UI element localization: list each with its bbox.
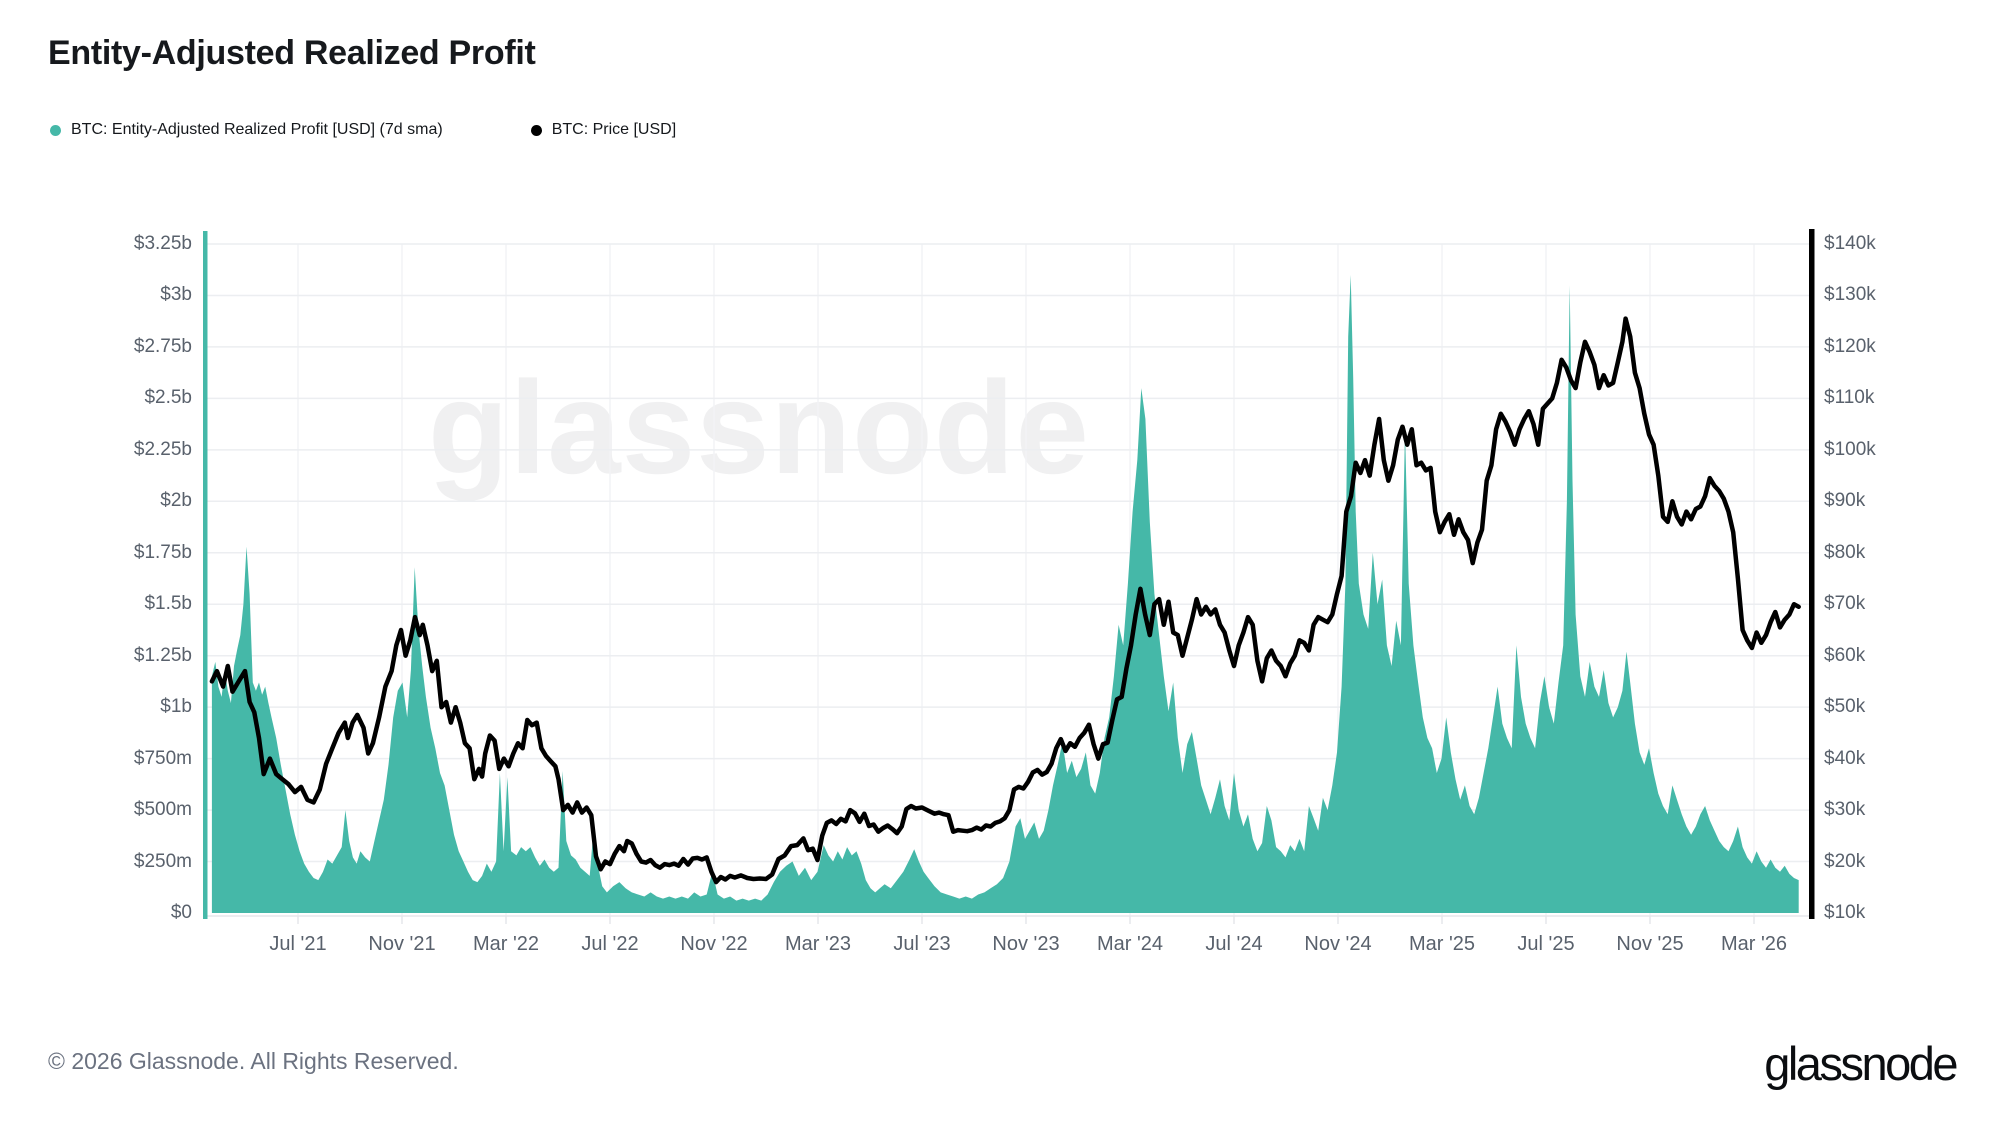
right-axis-tick-label: $130k: [1824, 284, 1876, 306]
left-axis-tick-label: $1b: [160, 696, 192, 718]
left-axis-tick-label: $2.5b: [144, 387, 192, 409]
glassnode-logo: glassnode: [1764, 1037, 1958, 1090]
legend-item-realized-profit[interactable]: BTC: Entity-Adjusted Realized Profit [US…: [50, 121, 443, 139]
right-axis-bar: [1809, 229, 1815, 919]
legend-label-price: BTC: Price [USD]: [551, 121, 677, 138]
x-axis-tick-label: Mar '23: [784, 933, 852, 955]
right-axis-tick-label: $10k: [1824, 902, 1866, 923]
left-axis-tick-label: $3.25b: [133, 233, 192, 254]
x-axis-tick-label: Nov '22: [680, 933, 748, 955]
footer-copyright: © 2026 Glassnode. All Rights Reserved.: [48, 1048, 459, 1074]
series-btc-price-line[interactable]: [209, 316, 1801, 885]
left-axis-tick-label: $2b: [160, 490, 192, 512]
x-axis-tick-label: Mar '22: [472, 933, 540, 955]
glassnode-watermark: glassnode: [428, 354, 1090, 501]
x-axis-tick-label: Nov '25: [1616, 933, 1684, 955]
legend-item-price[interactable]: BTC: Price [USD]: [530, 121, 677, 139]
right-axis-tick-label: $50k: [1824, 696, 1866, 718]
right-axis-tick-label: $20k: [1824, 850, 1866, 872]
legend-dot-teal-icon: [50, 124, 61, 136]
x-axis-tick-label: Mar '24: [1096, 933, 1164, 955]
series-realized-profit-area[interactable]: [211, 274, 1799, 913]
x-axis-tick-label: Nov '21: [368, 933, 436, 955]
left-axis-tick-label: $1.5b: [144, 593, 192, 615]
left-axis-tick-label: $750m: [133, 747, 192, 769]
right-axis-tick-label: $40k: [1824, 747, 1866, 769]
x-axis-tick-label: Nov '23: [992, 933, 1060, 955]
left-axis-tick-label: $500m: [133, 799, 192, 821]
x-axis-tick-label: Jul '21: [269, 933, 327, 955]
right-axis-tick-label: $70k: [1824, 593, 1866, 615]
left-axis-tick-label: $1.25b: [133, 644, 192, 666]
x-axis-tick-label: Mar '26: [1720, 933, 1788, 955]
x-axis-tick-label: Mar '25: [1408, 933, 1476, 955]
legend-dot-black-icon: [530, 124, 542, 136]
left-axis-tick-label: $2.25b: [133, 438, 192, 460]
x-axis-tick-label: Jul '24: [1205, 933, 1263, 955]
right-axis-tick-label: $30k: [1824, 799, 1866, 821]
right-axis-tick-label: $80k: [1824, 541, 1866, 563]
right-axis-tick-label: $100k: [1824, 438, 1876, 460]
x-axis-tick-label: Jul '22: [581, 933, 639, 955]
chart-legend: BTC: Entity-Adjusted Realized Profit [US…: [50, 121, 676, 139]
page-title: Entity-Adjusted Realized Profit: [48, 34, 536, 72]
legend-label-realized-profit: BTC: Entity-Adjusted Realized Profit [US…: [71, 121, 443, 138]
left-axis-tick-label: $0: [170, 902, 192, 923]
right-axis-tick-label: $140k: [1824, 233, 1876, 254]
x-axis-tick-label: Jul '23: [893, 933, 951, 955]
left-axis-tick-label: $2.75b: [133, 335, 192, 357]
right-axis-tick-label: $120k: [1824, 335, 1876, 357]
left-axis-tick-label: $1.75b: [133, 541, 192, 563]
right-axis-tick-label: $60k: [1824, 644, 1866, 666]
x-axis-tick-label: Jul '25: [1517, 933, 1575, 955]
x-axis-tick-label: Nov '24: [1304, 933, 1372, 955]
left-axis-tick-label: $250m: [133, 850, 192, 872]
left-axis-bar: [203, 231, 208, 919]
left-axis-tick-label: $3b: [160, 284, 192, 306]
right-axis-tick-label: $110k: [1824, 387, 1875, 409]
right-axis-tick-label: $90k: [1824, 490, 1866, 512]
